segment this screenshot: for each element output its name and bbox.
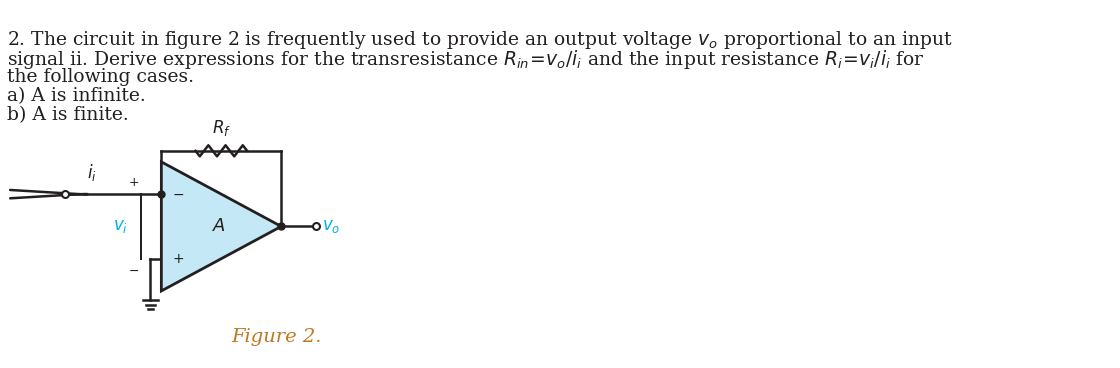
Text: $v_i$: $v_i$ xyxy=(113,218,128,235)
Text: $i_i$: $i_i$ xyxy=(87,162,97,183)
Text: $+$: $+$ xyxy=(172,252,185,266)
Text: 2. The circuit in figure 2 is frequently used to provide an output voltage $v_o$: 2. The circuit in figure 2 is frequently… xyxy=(8,29,954,51)
Text: a) A is infinite.: a) A is infinite. xyxy=(8,87,146,105)
Polygon shape xyxy=(161,162,281,291)
Text: Figure 2.: Figure 2. xyxy=(232,328,321,346)
Text: $+$: $+$ xyxy=(128,176,139,189)
Text: $R_f$: $R_f$ xyxy=(212,118,231,138)
Text: the following cases.: the following cases. xyxy=(8,68,195,86)
Text: $A$: $A$ xyxy=(212,217,226,236)
Text: $-$: $-$ xyxy=(172,187,185,201)
Text: b) A is finite.: b) A is finite. xyxy=(8,107,129,124)
Text: signal ii. Derive expressions for the transresistance $R_{in}\!=\!v_o/i_i$ and t: signal ii. Derive expressions for the tr… xyxy=(8,49,925,71)
Text: $v_o$: $v_o$ xyxy=(321,218,340,235)
Text: $-$: $-$ xyxy=(128,264,139,277)
